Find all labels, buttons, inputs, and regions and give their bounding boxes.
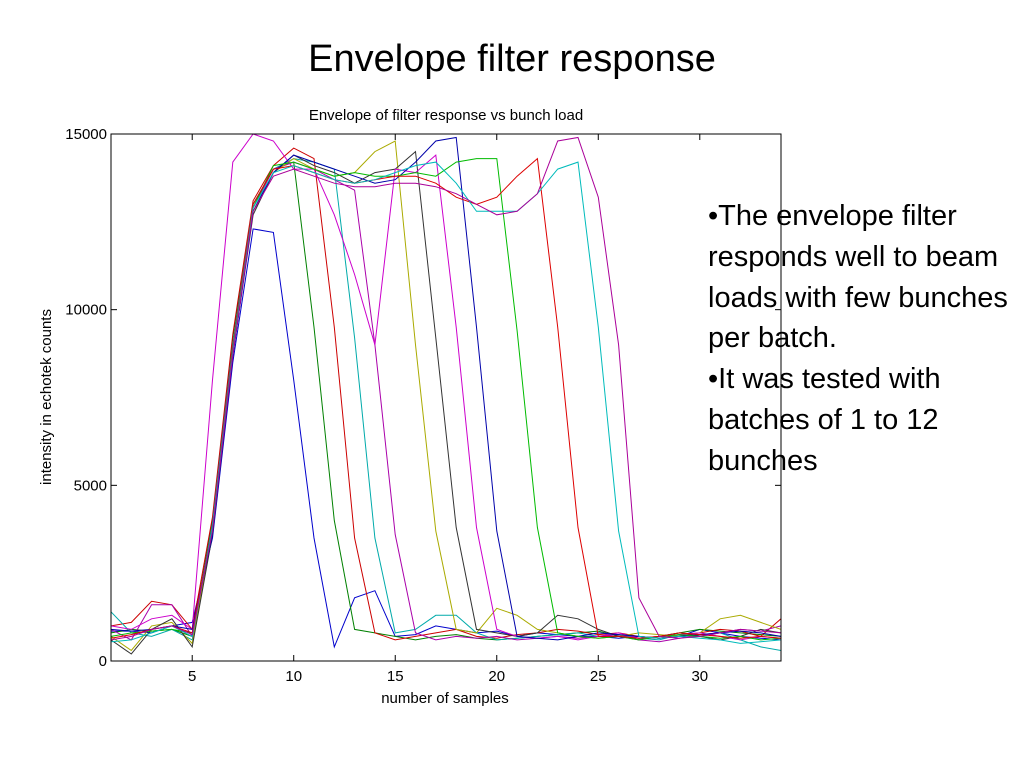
x-tick-label: 30: [691, 668, 708, 685]
chart-title: Envelope of filter response vs bunch loa…: [309, 107, 583, 124]
y-tick-label: 0: [99, 653, 107, 670]
slide-title: Envelope filter response: [308, 38, 716, 80]
x-tick-label: 5: [188, 668, 196, 685]
plot-frame: [110, 133, 782, 662]
series-layer: [111, 134, 781, 655]
plot-area: [111, 134, 781, 661]
y-axis-label: intensity in echotek counts: [38, 309, 55, 485]
x-tick-label: 25: [590, 668, 607, 685]
bullet-item-2: •It was tested with batches of 1 to 12 b…: [708, 363, 941, 477]
x-axis-label: number of samples: [381, 690, 509, 707]
y-tick-label: 5000: [74, 477, 107, 494]
y-tick-label: 15000: [65, 126, 107, 143]
axis-layer: 5 10 15 20 25 30 0 5000 10000 15000: [65, 126, 782, 685]
bullet-list: •The envelope filter responds well to be…: [708, 196, 1018, 482]
x-tick-label: 15: [387, 668, 404, 685]
x-tick-label: 20: [488, 668, 505, 685]
bullet-item-1: •The envelope filter responds well to be…: [708, 200, 1008, 355]
y-tick-label: 10000: [65, 302, 107, 319]
x-tick-label: 10: [285, 668, 302, 685]
series-line-13: [111, 136, 781, 641]
series-line-3: [111, 147, 781, 641]
